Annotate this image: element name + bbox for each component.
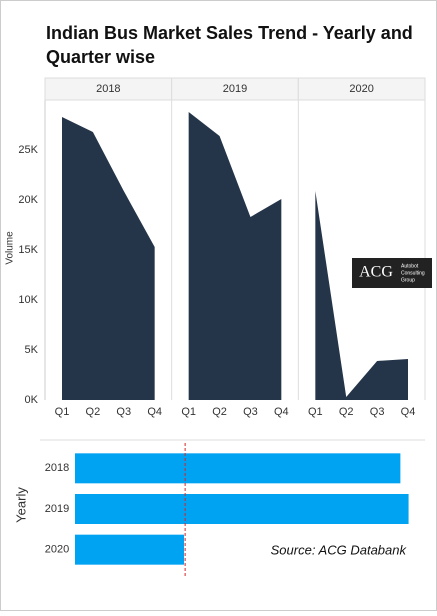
y-axis-label: Yearly [13,487,28,523]
bar [75,494,409,524]
x-tick-label: Q2 [86,406,101,418]
x-tick-label: Q1 [55,406,70,418]
area [188,112,282,400]
y-axis-label: Volume [5,231,16,265]
x-tick-label: Q3 [243,406,258,418]
y-tick-label: 5K [25,344,39,356]
area [62,117,155,400]
watermark: ACG Autobot Consulting Group [352,258,432,288]
area [315,191,408,400]
x-tick-label: Q3 [370,406,385,418]
annotation: Source: ACG Databank [271,542,408,557]
x-tick-label: Q3 [116,406,131,418]
y-tick-label: 2018 [45,462,69,474]
facet-label: 2020 [349,83,373,95]
y-tick-label: 2019 [45,503,69,515]
y-tick-label: 10K [18,294,38,306]
y-tick-label: 15K [18,244,38,256]
watermark-logo: ACG [359,264,393,281]
x-tick-label: Q2 [212,406,227,418]
y-tick-label: 20K [18,194,38,206]
facet-label: 2018 [96,83,120,95]
x-tick-label: Q4 [274,406,289,418]
watermark-text: Autobot [401,263,419,269]
y-tick-label: 2020 [45,544,69,556]
y-tick-label: 25K [18,144,38,156]
x-tick-label: Q1 [308,406,323,418]
watermark-box [352,258,432,288]
x-tick-label: Q2 [339,406,354,418]
bar [75,534,185,565]
watermark-text: Consulting [401,270,425,276]
x-tick-label: Q4 [401,406,416,418]
watermark-text: Group [401,277,415,283]
x-tick-label: Q1 [181,406,196,418]
x-tick-label: Q4 [147,406,162,418]
y-tick-label: 0K [25,394,39,406]
chart-title: Indian Bus Market Sales Trend - Yearly a… [46,23,413,67]
facet-label: 2019 [223,83,247,95]
bar [75,453,401,484]
